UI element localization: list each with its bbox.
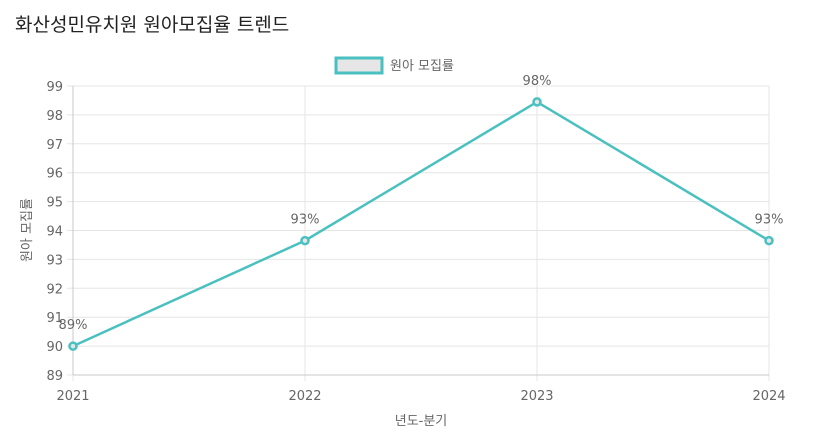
y-tick-label: 96 — [46, 167, 63, 182]
y-tick-label: 93 — [46, 253, 63, 268]
data-label: 93% — [755, 213, 784, 228]
y-tick-label: 99 — [46, 80, 63, 95]
y-tick-label: 95 — [46, 196, 63, 211]
y-tick-label: 91 — [46, 311, 63, 326]
data-point[interactable] — [68, 341, 78, 351]
grid-lines — [67, 85, 770, 381]
page-title: 화산성민유치원 원아모집율 트렌드 — [15, 14, 290, 36]
y-tick-label: 90 — [46, 340, 63, 355]
y-tick-label: 94 — [46, 225, 63, 240]
legend-label[interactable]: 원아 모집률 — [390, 59, 454, 74]
axes: 89 90 91 92 93 94 95 96 97 98 99 2021 2022 2023 2024 — [46, 80, 785, 404]
y-tick-label: 89 — [46, 369, 63, 384]
data-point[interactable] — [764, 235, 774, 246]
data-label: 89% — [59, 318, 88, 333]
legend[interactable]: 원아 모집률 — [334, 56, 454, 75]
y-axis-title: 원아 모집률 — [20, 198, 35, 262]
series-layer — [68, 97, 774, 351]
x-tick-label: 2024 — [752, 389, 785, 404]
x-tick-label: 2021 — [56, 389, 89, 404]
x-axis-title: 년도-분기 — [395, 414, 448, 429]
series-line — [72, 100, 770, 348]
legend-swatch[interactable] — [334, 56, 384, 75]
data-label: 98% — [523, 74, 552, 89]
y-tick-label: 97 — [46, 138, 63, 153]
y-tick-label: 92 — [46, 282, 63, 297]
y-tick-label: 98 — [46, 109, 63, 124]
x-tick-label: 2022 — [288, 389, 321, 404]
x-tick-label: 2023 — [520, 389, 553, 404]
data-labels: 89% 93% 98% 93% — [59, 74, 784, 333]
data-point[interactable] — [532, 97, 542, 107]
data-label: 93% — [291, 213, 320, 228]
data-point[interactable] — [300, 235, 310, 246]
